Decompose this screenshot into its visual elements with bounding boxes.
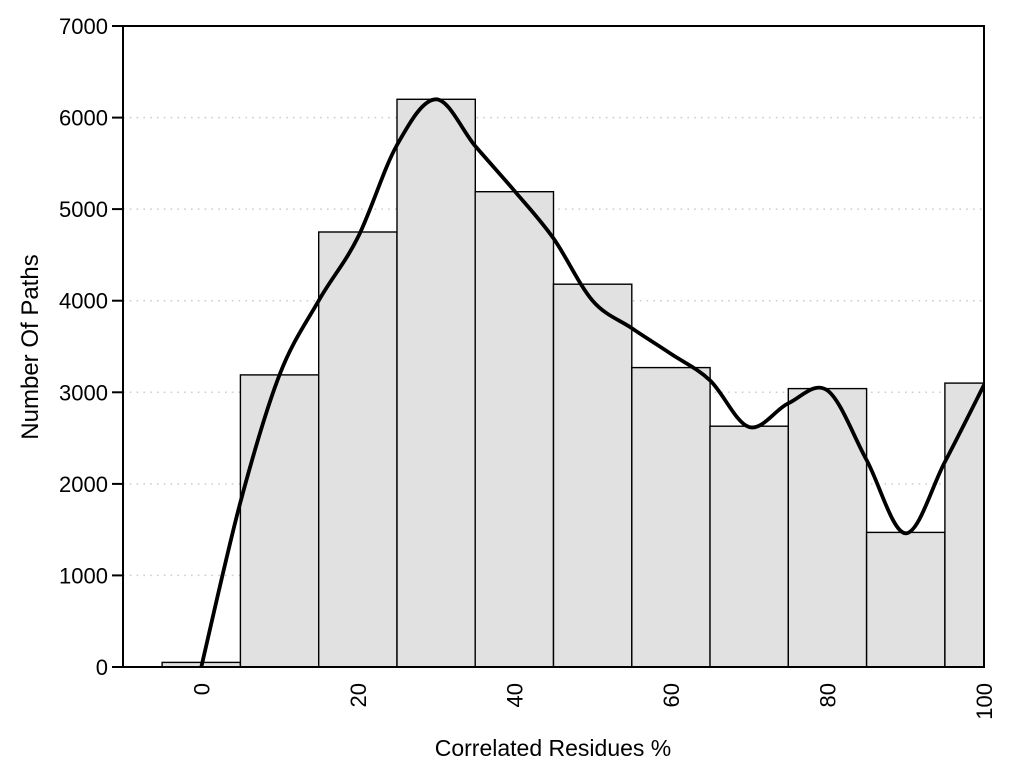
x-tick-labels: 0 20 40 60 80 100 [189, 683, 997, 720]
y-tick-label-4000: 4000 [59, 289, 108, 314]
y-tick-label-3000: 3000 [59, 380, 108, 405]
x-tick-label-60: 60 [659, 683, 684, 707]
y-tick-label-5000: 5000 [59, 197, 108, 222]
smooth-fit-curve [199, 97, 984, 667]
x-tick-label-80: 80 [816, 683, 841, 707]
bar-90 [865, 531, 946, 668]
x-axis-title: Correlated Residues % [435, 735, 672, 761]
x-tick-label-40: 40 [502, 683, 527, 707]
y-tick-label-2000: 2000 [59, 472, 108, 497]
x-tick-label-100: 100 [972, 683, 997, 720]
y-tick-label-6000: 6000 [59, 106, 108, 131]
bar-50 [552, 283, 633, 668]
bar-20 [318, 231, 398, 668]
y-tick-label-7000: 7000 [59, 14, 108, 39]
bar-80 [787, 387, 868, 668]
bar-10 [239, 374, 320, 668]
bar-70 [709, 425, 790, 668]
bar-30 [396, 98, 477, 668]
plot-frame [122, 25, 985, 668]
bar-40 [474, 190, 555, 668]
y-axis-ticks [112, 25, 123, 668]
bar-100 [944, 382, 985, 668]
y-tick-labels: 0 1000 2000 3000 4000 5000 6000 7000 [59, 14, 108, 680]
x-tick-label-0: 0 [189, 683, 214, 695]
x-tick-label-20: 20 [346, 683, 371, 707]
histogram-bars [161, 98, 985, 668]
y-tick-label-0: 0 [96, 655, 108, 680]
bar-60 [631, 366, 711, 668]
y-axis-title: Number Of Paths [17, 254, 44, 439]
y-tick-label-1000: 1000 [59, 563, 108, 588]
